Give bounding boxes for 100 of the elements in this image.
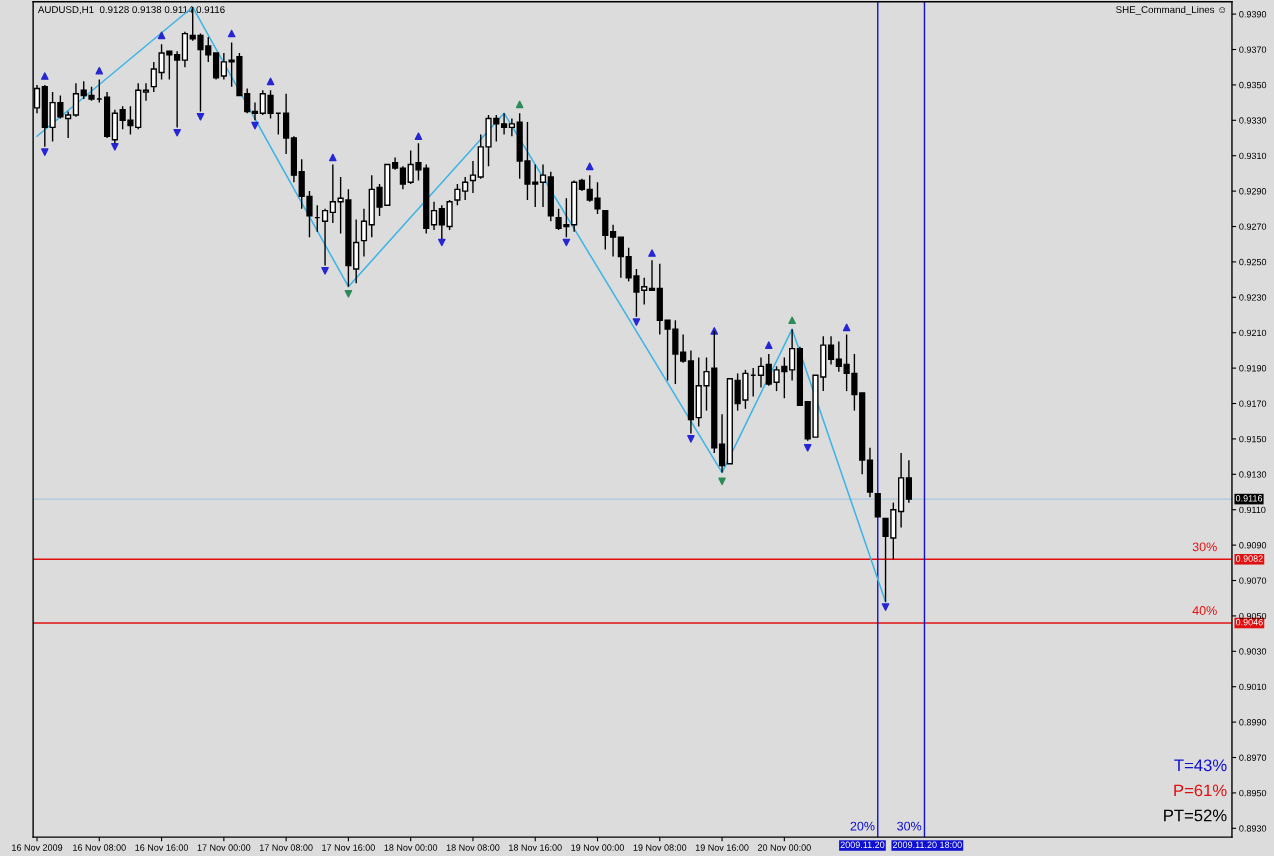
chart-subtitle: SHE_Command_Lines ☺ bbox=[1116, 5, 1226, 15]
candlestick bbox=[65, 110, 72, 139]
point bbox=[687, 435, 695, 443]
y-tick-label: 0.9170 bbox=[1239, 400, 1267, 407]
candlestick bbox=[321, 208, 329, 267]
candlestick bbox=[835, 340, 842, 373]
y-tick-label: 0.9370 bbox=[1239, 46, 1267, 53]
point bbox=[95, 66, 104, 75]
x-tick-label: 19 Nov 00:00 bbox=[571, 844, 625, 851]
x-tick-label: 20 Nov 00:00 bbox=[757, 844, 811, 851]
annotation: 40% bbox=[1192, 606, 1217, 615]
y-tick-label: 0.9210 bbox=[1239, 329, 1267, 337]
y-tick-label: 0.9010 bbox=[1239, 683, 1267, 691]
x-tick-label: 17 Nov 08:00 bbox=[259, 844, 313, 851]
annotation: 30% bbox=[897, 821, 922, 831]
y-tick-label: 0.9350 bbox=[1239, 81, 1267, 89]
point bbox=[718, 477, 726, 486]
y-tick-label: 0.9190 bbox=[1239, 365, 1267, 372]
ref-line-label: 0.9116 bbox=[1235, 495, 1263, 502]
point bbox=[251, 121, 259, 130]
candlestick bbox=[827, 335, 835, 366]
x-tick-label: 19 Nov 08:00 bbox=[633, 844, 687, 851]
y-tick-label: 0.9050 bbox=[1239, 612, 1267, 620]
y-tick-label: 0.9310 bbox=[1239, 152, 1267, 160]
candlestick bbox=[454, 183, 461, 206]
y-tick-label: 0.9330 bbox=[1239, 117, 1267, 124]
y-tick-label: 0.9110 bbox=[1239, 506, 1266, 514]
y-tick-label: 0.9070 bbox=[1239, 577, 1267, 584]
x-tick-label: 17 Nov 16:00 bbox=[322, 844, 375, 851]
point bbox=[329, 153, 337, 162]
point bbox=[41, 148, 49, 156]
point bbox=[344, 289, 353, 298]
point bbox=[562, 238, 571, 247]
y-tick-label: 0.9090 bbox=[1239, 542, 1267, 549]
candlestick bbox=[874, 493, 881, 518]
point bbox=[266, 77, 275, 86]
annotation: T=43% bbox=[1174, 759, 1227, 772]
point bbox=[632, 318, 641, 326]
candlestick bbox=[142, 82, 150, 102]
x-tick-label: 16 Nov 08:00 bbox=[73, 844, 126, 851]
x-tick-label: 19 Nov 16:00 bbox=[695, 844, 749, 851]
candlestick bbox=[430, 201, 438, 231]
candlestick bbox=[789, 328, 796, 382]
point bbox=[321, 266, 329, 275]
point bbox=[764, 341, 773, 349]
x-tick-label: 18 Nov 00:00 bbox=[384, 844, 438, 851]
point bbox=[111, 143, 119, 151]
x-tick-label: 16 Nov 16:00 bbox=[135, 844, 189, 851]
y-tick-label: 0.9290 bbox=[1239, 188, 1267, 195]
x-tick-label: 16 Nov 2009 bbox=[12, 844, 63, 851]
point bbox=[157, 31, 166, 40]
candlestick bbox=[469, 160, 477, 194]
annotation: 30% bbox=[1192, 542, 1217, 552]
candlestick bbox=[462, 176, 469, 201]
candlestick bbox=[617, 236, 624, 279]
candlestick bbox=[72, 82, 80, 118]
point bbox=[585, 162, 594, 171]
y-tick-label: 0.9270 bbox=[1239, 223, 1267, 230]
point bbox=[438, 238, 446, 247]
candlestick bbox=[399, 165, 407, 191]
y-tick-label: 0.9390 bbox=[1239, 11, 1267, 18]
y-tick-label: 0.9150 bbox=[1239, 435, 1267, 443]
candlestick bbox=[329, 163, 336, 224]
candlestick bbox=[539, 163, 547, 208]
point bbox=[842, 323, 851, 332]
candlestick bbox=[500, 112, 508, 136]
candlestick bbox=[174, 50, 181, 129]
y-tick-label: 0.9130 bbox=[1239, 471, 1267, 478]
x-tick-label: 18 Nov 08:00 bbox=[446, 844, 500, 851]
point bbox=[881, 603, 890, 611]
point bbox=[803, 443, 812, 452]
point bbox=[173, 128, 181, 137]
ref-line-label: 2009.11.20 18:00 bbox=[892, 841, 962, 848]
y-tick-label: 0.8990 bbox=[1239, 719, 1267, 726]
point bbox=[788, 316, 796, 325]
candlestick bbox=[360, 208, 368, 258]
ref-line-label: 2009.11.20 bbox=[840, 841, 885, 848]
candlestick bbox=[251, 101, 259, 121]
point bbox=[227, 29, 236, 38]
candlestick bbox=[648, 259, 656, 291]
point bbox=[515, 100, 524, 109]
candlestick bbox=[757, 356, 765, 389]
annotation: PT=52% bbox=[1164, 809, 1227, 822]
ref-line-label: 0.9082 bbox=[1235, 555, 1263, 562]
y-tick-label: 0.9030 bbox=[1239, 648, 1267, 655]
y-tick-label: 0.9250 bbox=[1239, 258, 1267, 266]
point bbox=[648, 249, 656, 257]
candlestick bbox=[680, 333, 687, 364]
candlestick bbox=[718, 413, 726, 474]
y-tick-label: 0.9230 bbox=[1239, 294, 1267, 301]
x-tick-label: 17 Nov 00:00 bbox=[197, 844, 251, 851]
point bbox=[414, 132, 423, 141]
annotation: 20% bbox=[850, 821, 875, 831]
point bbox=[41, 72, 49, 80]
ref-line-label: 0.9046 bbox=[1235, 619, 1263, 626]
candlestick bbox=[905, 459, 913, 504]
point bbox=[196, 112, 205, 121]
candlestick bbox=[508, 117, 515, 137]
y-tick-label: 0.8970 bbox=[1239, 754, 1267, 761]
annotation: P=61% bbox=[1174, 784, 1227, 797]
